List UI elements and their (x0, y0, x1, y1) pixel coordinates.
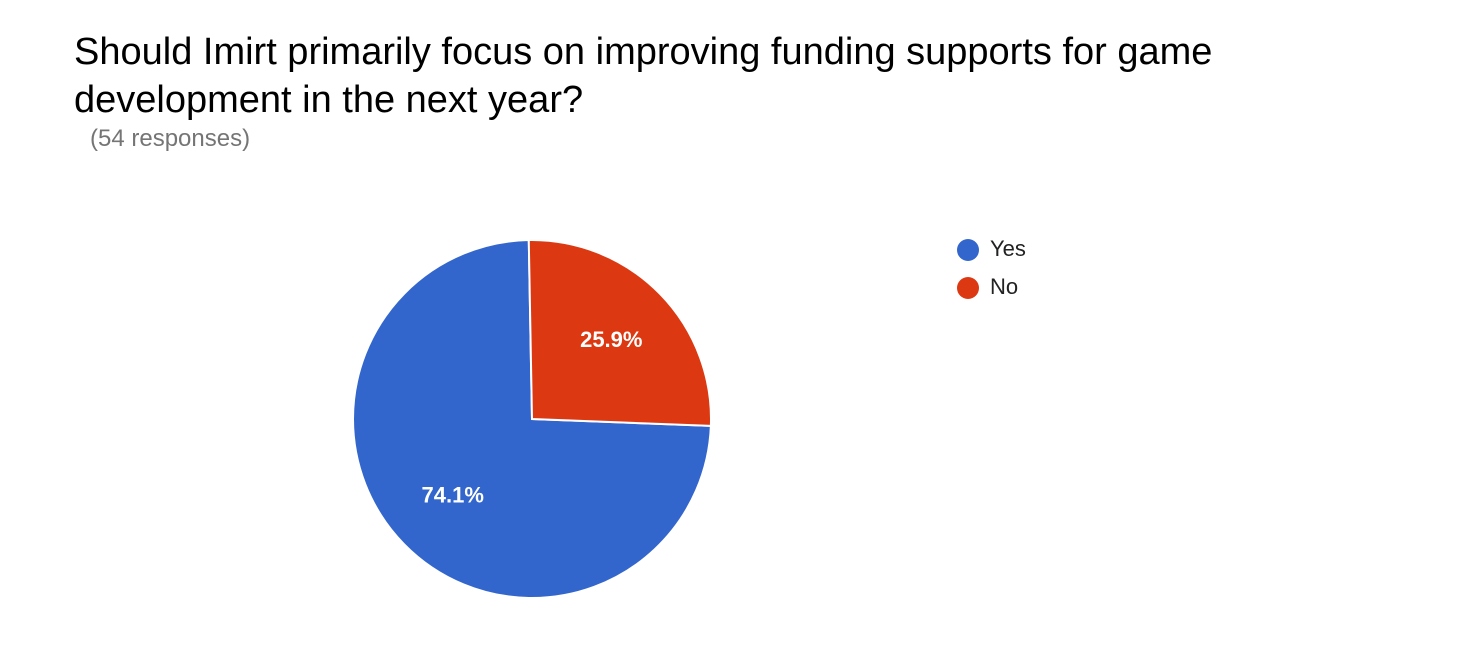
legend-label-yes: Yes (990, 236, 1026, 261)
slice-label-yes: 74.1% (422, 482, 484, 507)
response-count: (54 responses) (90, 125, 251, 152)
slice-label-no: 25.9% (580, 327, 642, 352)
legend-swatch-no (957, 277, 979, 299)
legend-item-yes[interactable]: Yes (957, 236, 1026, 261)
pie-labels: 74.1% 25.9% (422, 327, 643, 507)
legend-swatch-yes (957, 239, 979, 261)
pie-slice-no[interactable] (527, 239, 712, 427)
question-title: Should Imirt primarily focus on improvin… (74, 31, 1213, 121)
legend-item-no[interactable]: No (957, 274, 1018, 299)
pie-slices (352, 239, 712, 599)
legend-label-no: No (990, 274, 1018, 299)
legend: Yes No (957, 236, 1026, 299)
